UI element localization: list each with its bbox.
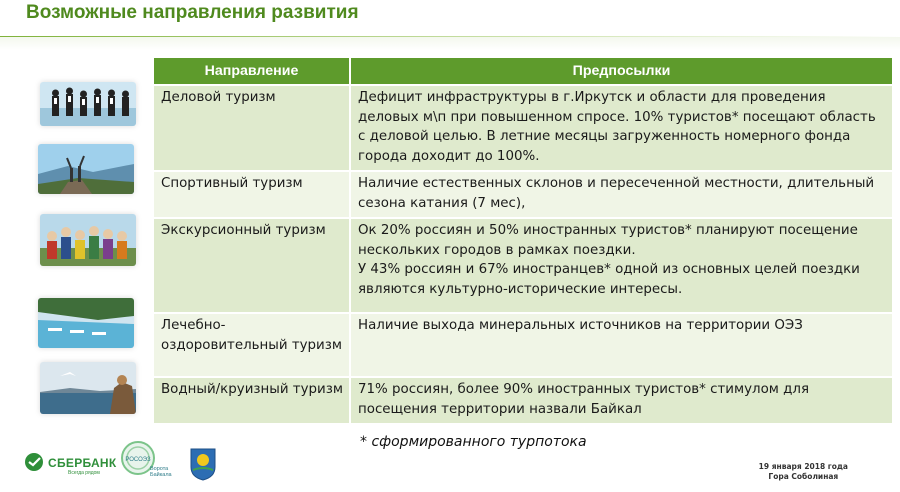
- title-divider: [0, 36, 900, 50]
- direction-cell: Водный/круизный туризм: [154, 376, 351, 423]
- sber-tagline: Всегда рядом: [68, 469, 100, 476]
- sber-logo-icon: [24, 452, 44, 477]
- premise-cell: 71% россиян, более 90% иностранных турис…: [350, 376, 894, 423]
- rososez-caption: Ворота Байкала: [150, 466, 172, 478]
- spa-pool-photo: [38, 298, 134, 348]
- table-row: Лечебно-оздоровительный туризм Наличие в…: [154, 312, 894, 377]
- lake-cruise-photo: [40, 362, 136, 414]
- direction-cell: Спортивный туризм: [154, 170, 351, 218]
- sber-name: СБЕРБАНК: [48, 455, 117, 470]
- header-direction: Направление: [154, 58, 351, 85]
- table-header-row: Направление Предпосылки: [154, 58, 894, 85]
- premise-cell: Ок 20% россиян и 50% иностранных туристо…: [350, 217, 894, 313]
- sber-logo: СБЕРБАНК Всегда рядом: [24, 452, 117, 477]
- table-row: Деловой туризм Дефицит инфраструктуры в …: [154, 84, 894, 171]
- slide-title: Возможные направления развития: [26, 2, 359, 23]
- direction-cell: Экскурсионный туризм: [154, 217, 351, 313]
- hiking-photo: [38, 144, 134, 194]
- rososez-label: РОСОЭЗ: [125, 457, 151, 463]
- tour-group-photo: [40, 214, 136, 266]
- date-block: 19 января 2018 года Гора Соболиная: [759, 462, 848, 482]
- table-row: Водный/круизный туризм 71% россиян, боле…: [154, 376, 894, 423]
- table-row: Спортивный туризм Наличие естественных с…: [154, 170, 894, 218]
- footnote: * сформированного турпотока: [360, 434, 587, 450]
- table-row: Экскурсионный туризм Ок 20% россиян и 50…: [154, 217, 894, 313]
- header-premise: Предпосылки: [350, 58, 894, 85]
- business-photo: [40, 82, 136, 126]
- directions-table: Направление Предпосылки Деловой туризм Д…: [154, 58, 894, 423]
- premise-cell: Дефицит инфраструктуры в г.Иркутск и обл…: [350, 84, 894, 171]
- premise-cell: Наличие естественных склонов и пересечен…: [350, 170, 894, 218]
- footer-date: 19 января 2018 года: [758, 462, 848, 471]
- coat-of-arms-icon: [189, 447, 217, 486]
- direction-cell: Деловой туризм: [154, 84, 351, 171]
- direction-cell: Лечебно-оздоровительный туризм: [154, 312, 351, 377]
- rososez-logo-icon: РОСОЭЗ: [120, 440, 156, 481]
- premise-cell: Наличие выхода минеральных источников на…: [350, 312, 894, 377]
- footer-place: Гора Соболиная: [768, 472, 839, 481]
